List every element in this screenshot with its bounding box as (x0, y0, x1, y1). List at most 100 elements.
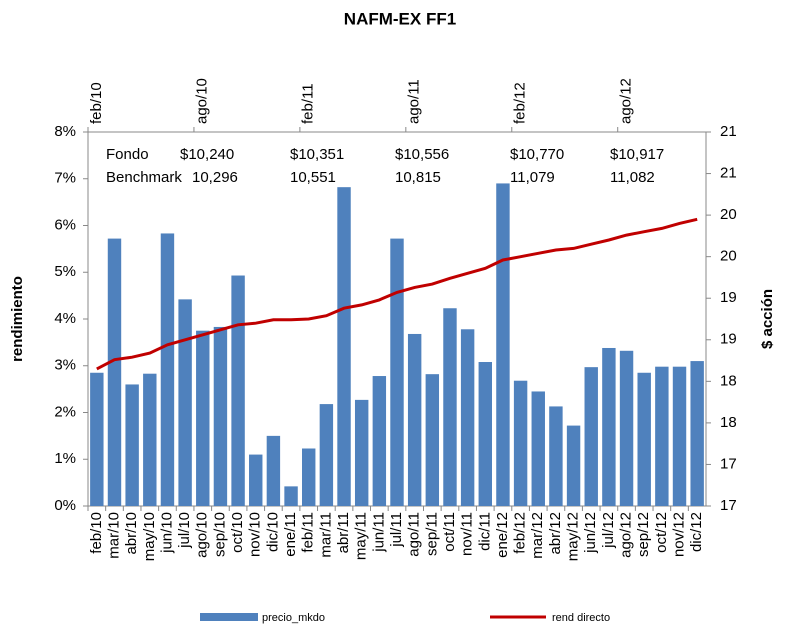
bar (443, 308, 457, 506)
x-tick-label: dic/10 (264, 512, 281, 552)
x-tick-label: abr/10 (123, 512, 140, 555)
x-tick-label: sep/10 (211, 512, 228, 557)
bar (213, 326, 228, 506)
annotation-value: $10,556 (395, 146, 449, 163)
x-tick-label: sep/11 (423, 512, 440, 556)
y-tick-label: 5% (54, 263, 76, 280)
annotation-value: $10,240 (180, 146, 234, 163)
bar (637, 372, 651, 506)
bar (302, 448, 316, 506)
y-axis-title: rendimiento (9, 276, 26, 362)
x-tick-label: may/10 (141, 512, 158, 561)
annotation-value: 11,082 (610, 169, 655, 186)
annotation-row-label: Benchmark (106, 169, 182, 186)
y2-tick-label: 18 (720, 414, 737, 431)
x-tick-label: feb/11 (300, 512, 317, 553)
bar (143, 373, 157, 506)
y2-tick-label: 21 (720, 165, 737, 182)
bar (549, 406, 563, 506)
annotation-value: $10,770 (510, 146, 564, 163)
y2-tick-label: 19 (720, 331, 737, 348)
x-tick-label: jul/11 (388, 512, 405, 548)
bar (196, 330, 210, 506)
bar (249, 454, 263, 506)
bar (231, 275, 245, 506)
bar (372, 376, 387, 506)
x-tick-label: jul/10 (176, 512, 193, 549)
y2-tick-label: 18 (720, 372, 737, 389)
bar (337, 187, 351, 507)
y2-tick-label: 19 (720, 289, 737, 306)
bar (284, 486, 298, 506)
x-tick-label: mar/10 (105, 512, 122, 559)
x2-tick-label: feb/10 (88, 82, 105, 124)
y-tick-label: 3% (54, 357, 76, 374)
x-tick-label: nov/11 (459, 512, 476, 556)
y-tick-label: 8% (54, 123, 76, 140)
bar (478, 362, 492, 506)
x-tick-label: ene/11 (282, 512, 299, 557)
bar (390, 238, 404, 506)
bar (107, 238, 122, 506)
x-tick-label: jun/11 (370, 512, 387, 553)
bar (566, 425, 581, 506)
annotation-value: 11,079 (510, 169, 555, 186)
bar (319, 404, 334, 506)
x-tick-label: may/12 (565, 512, 582, 561)
legend-label: rend directo (552, 612, 610, 624)
x-tick-label: jun/12 (582, 512, 599, 554)
x-tick-label: nov/10 (247, 512, 264, 557)
annotation-row-label: Fondo (106, 146, 149, 163)
bar (266, 435, 281, 506)
y-tick-label: 7% (54, 170, 76, 187)
x-tick-label: abr/12 (547, 512, 564, 555)
y-tick-label: 2% (54, 403, 76, 420)
x-tick-label: feb/10 (88, 512, 105, 554)
bar (690, 361, 704, 506)
bar (584, 367, 598, 506)
line (96, 217, 698, 371)
annotation-value: 10,551 (290, 169, 336, 186)
x-tick-label: sep/12 (635, 512, 652, 557)
y2-tick-label: 20 (720, 248, 737, 265)
legend-label: precio_mkdo (262, 612, 325, 624)
legend-swatch (200, 613, 258, 621)
x2-tick-label: ago/10 (194, 78, 211, 124)
x2-tick-label: ago/11 (406, 79, 423, 124)
x-tick-label: nov/12 (670, 512, 687, 557)
x-tick-label: dic/12 (688, 512, 705, 552)
x2-tick-label: feb/12 (512, 82, 529, 124)
bar (125, 384, 139, 506)
annotation-value: 10,815 (395, 169, 441, 186)
bar (602, 347, 616, 506)
bar (160, 233, 175, 506)
x-tick-label: dic/11 (476, 512, 493, 551)
x-tick-label: mar/12 (529, 512, 546, 559)
bar (354, 399, 369, 506)
y2-tick-label: 20 (720, 206, 737, 223)
y-tick-label: 1% (54, 450, 76, 467)
x-tick-label: oct/12 (653, 512, 670, 553)
bar (178, 299, 192, 506)
bar (513, 380, 528, 506)
x-tick-label: feb/12 (512, 512, 529, 554)
chart-title: NAFM-EX FF1 (344, 9, 456, 28)
x-tick-label: oct/10 (229, 512, 246, 553)
x-tick-label: ago/11 (406, 512, 423, 557)
bar (496, 183, 510, 507)
annotation-value: 10,296 (192, 169, 238, 186)
x2-tick-label: ago/12 (618, 78, 635, 124)
y2-tick-label: 21 (720, 123, 737, 140)
annotation-value: $10,351 (290, 146, 344, 163)
x-tick-label: may/11 (353, 512, 370, 560)
x-tick-label: mar/11 (317, 512, 334, 558)
bar (619, 350, 634, 506)
bar (407, 333, 422, 506)
y2-tick-label: 17 (720, 455, 737, 472)
bar (672, 366, 687, 506)
x-tick-label: ago/12 (618, 512, 635, 558)
x-tick-label: abr/11 (335, 512, 352, 553)
x-tick-label: ene/12 (494, 512, 511, 558)
x-tick-label: jul/12 (600, 512, 617, 549)
